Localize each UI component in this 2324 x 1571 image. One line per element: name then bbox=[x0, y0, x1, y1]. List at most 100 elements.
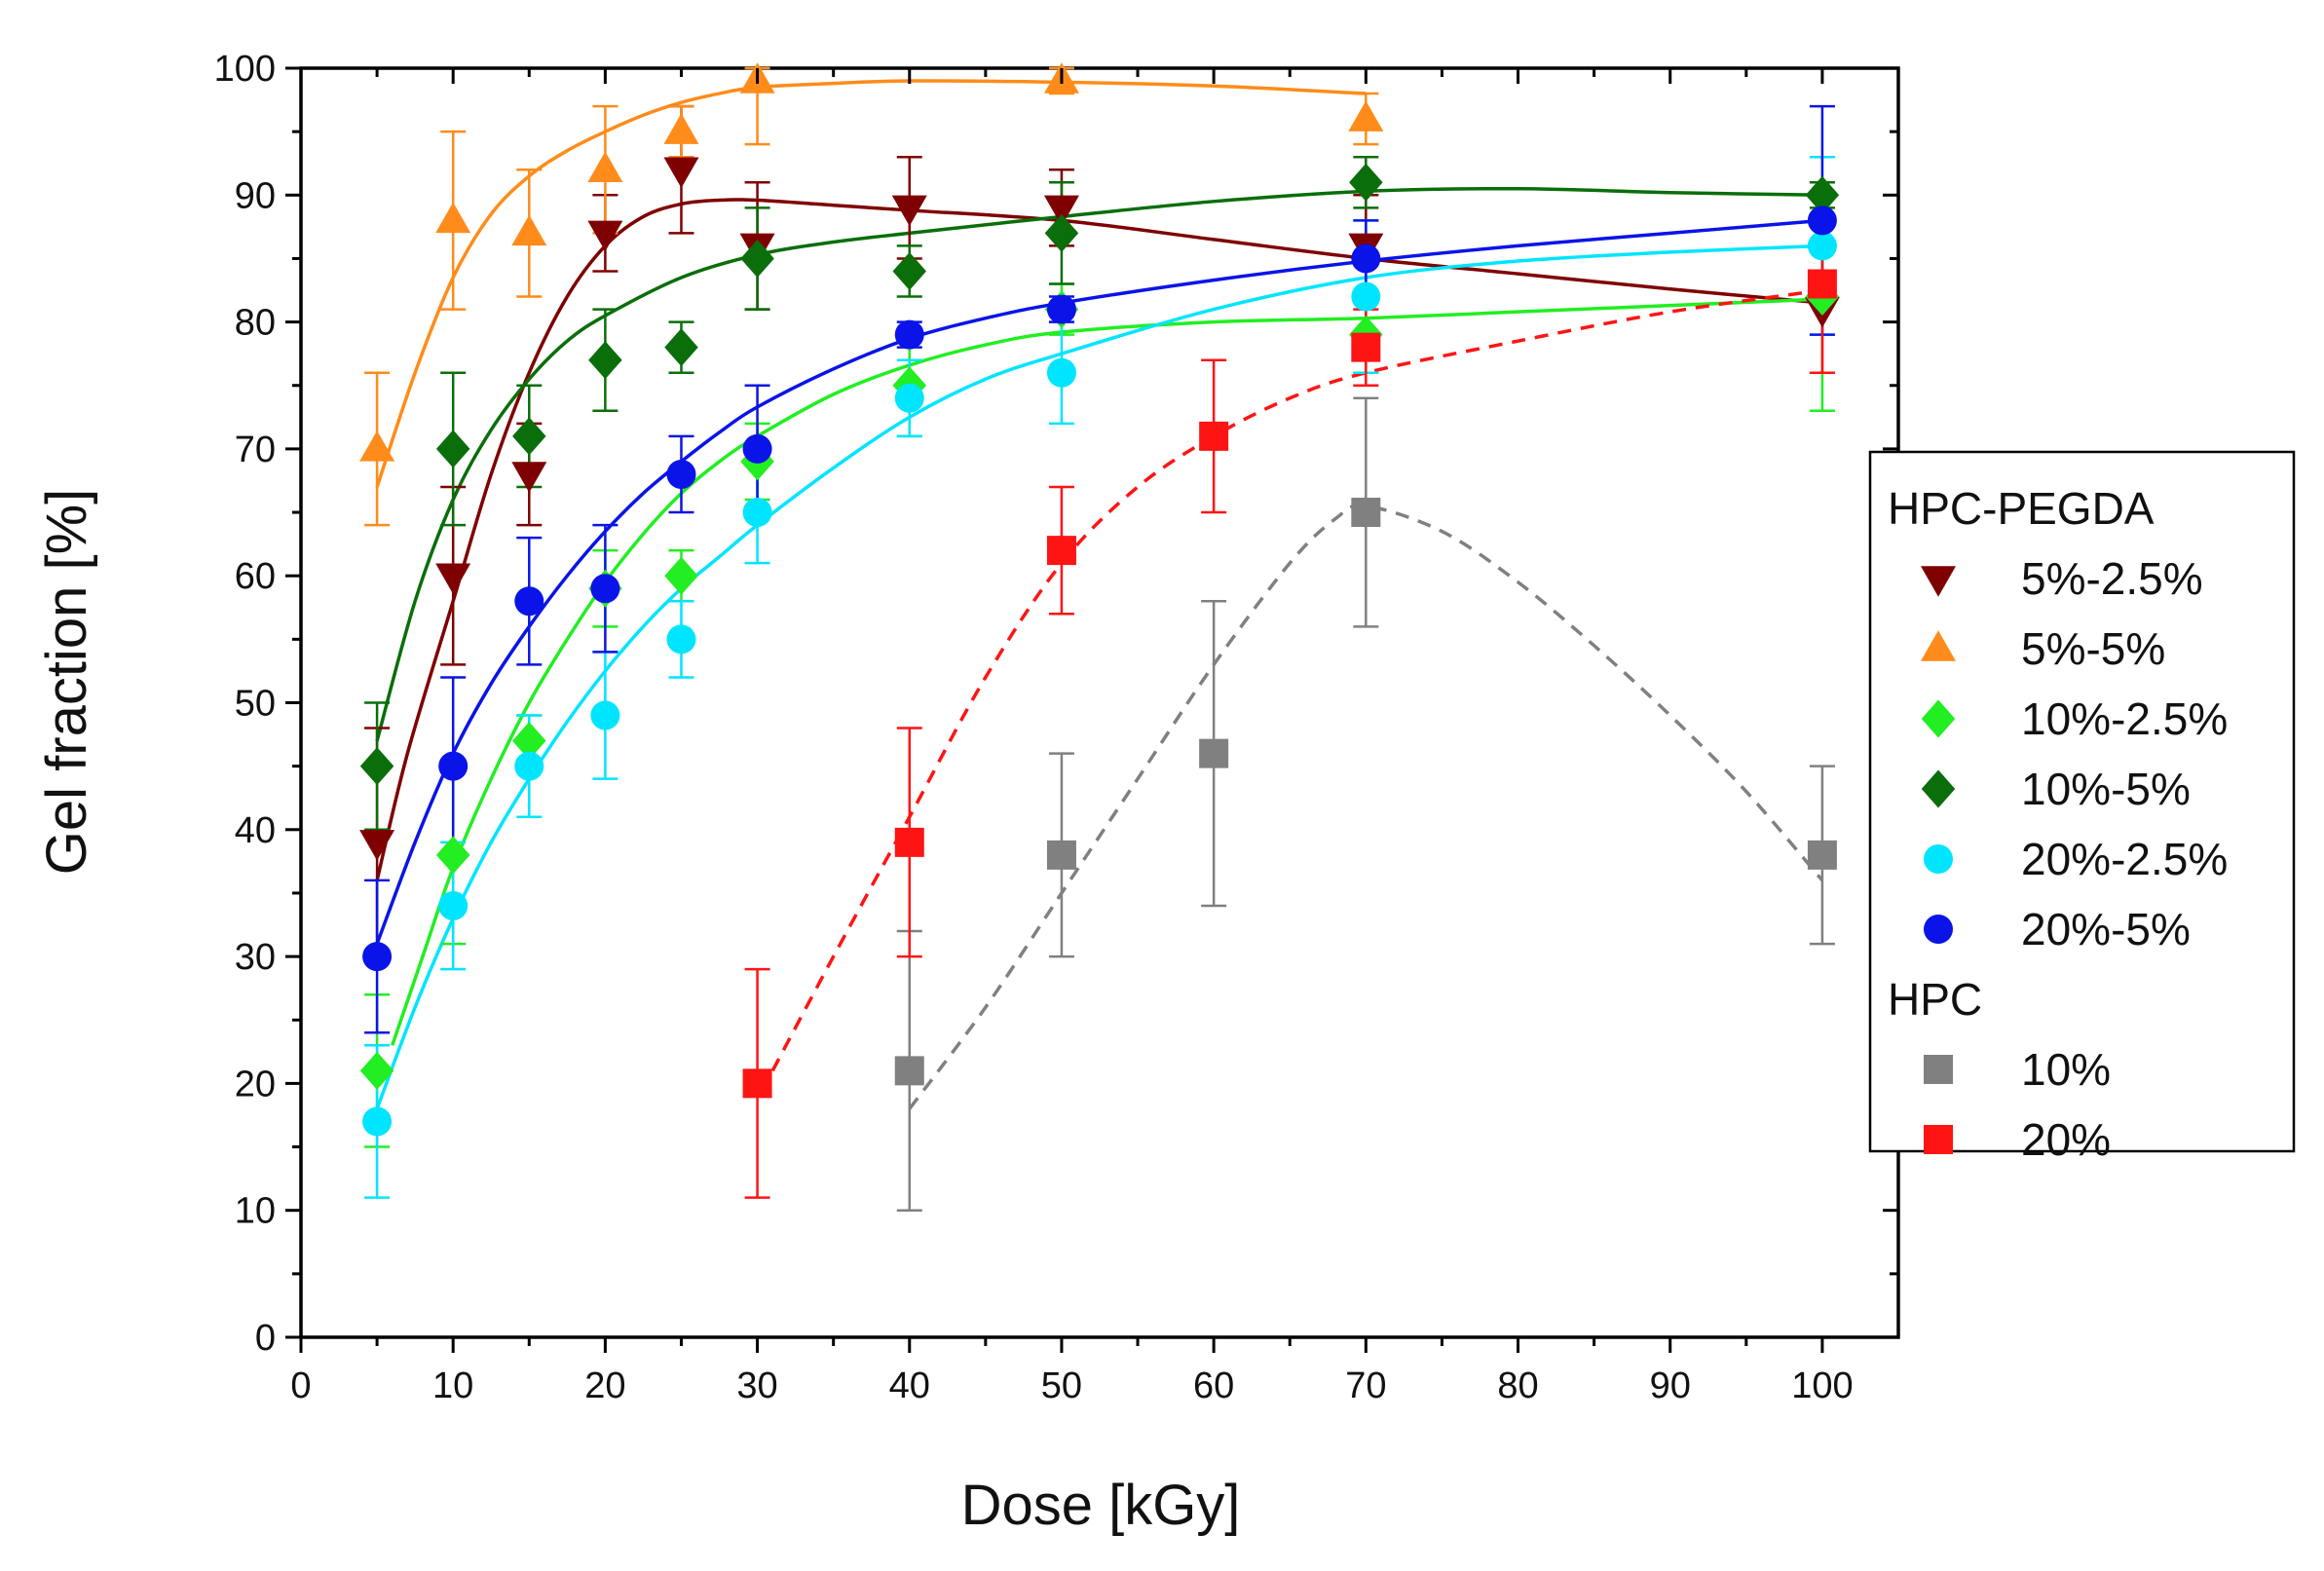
data-point-hpc-pegda-20-25 bbox=[666, 624, 696, 655]
data-point-hpc-pegda-5-25 bbox=[891, 195, 927, 227]
data-point-hpc-pegda-10-5 bbox=[1044, 213, 1079, 252]
legend-marker bbox=[1924, 1055, 1953, 1084]
data-point-hpc-pegda-10-5 bbox=[664, 328, 698, 367]
data-point-hpc-pegda-20-5 bbox=[666, 459, 696, 489]
data-point-hpc-pegda-10-5 bbox=[1349, 163, 1383, 202]
data-point-hpc-pegda-20-25 bbox=[1351, 281, 1381, 312]
y-tick-label: 100 bbox=[214, 49, 276, 90]
data-point-hpc-20 bbox=[742, 1068, 772, 1099]
error-bars bbox=[364, 66, 1835, 1212]
data-point-hpc-pegda-5-5 bbox=[359, 430, 395, 462]
y-tick-label: 90 bbox=[235, 175, 276, 216]
data-point-hpc-pegda-5-25 bbox=[511, 462, 547, 493]
legend-label: 20%-5% bbox=[2021, 904, 2191, 954]
fit-line-hpc-pegda-10-25 bbox=[391, 297, 1822, 1046]
y-tick-label: 50 bbox=[235, 684, 276, 725]
data-point-hpc-pegda-5-5 bbox=[435, 202, 471, 234]
data-point-hpc-10 bbox=[1046, 840, 1076, 870]
y-tick-label: 80 bbox=[235, 303, 276, 344]
legend-marker bbox=[1921, 566, 1956, 597]
data-point-hpc-pegda-20-5 bbox=[590, 574, 620, 604]
x-tick-label: 10 bbox=[432, 1365, 473, 1406]
data-point-hpc-pegda-5-5 bbox=[1348, 100, 1384, 131]
x-tick-label: 60 bbox=[1193, 1365, 1234, 1406]
legend-marker bbox=[1921, 699, 1956, 738]
data-point-hpc-20 bbox=[1046, 536, 1076, 566]
x-tick-label: 30 bbox=[736, 1365, 777, 1406]
data-point-hpc-10 bbox=[1807, 840, 1837, 870]
y-tick-label: 40 bbox=[235, 810, 276, 851]
y-tick-label: 60 bbox=[235, 556, 276, 597]
data-point-hpc-pegda-20-25 bbox=[362, 1106, 393, 1137]
plot-frame bbox=[299, 66, 1900, 1339]
legend-label: 10%-5% bbox=[2021, 764, 2191, 814]
data-point-hpc-pegda-5-5 bbox=[511, 214, 547, 246]
data-point-hpc-pegda-5-25 bbox=[435, 563, 471, 594]
legend-marker bbox=[1921, 769, 1956, 808]
data-point-hpc-10 bbox=[1351, 498, 1381, 528]
data-point-hpc-pegda-20-5 bbox=[438, 751, 469, 781]
legend-label: 5%-2.5% bbox=[2021, 553, 2203, 604]
x-tick-label: 50 bbox=[1041, 1365, 1082, 1406]
fit-line-hpc-pegda-10-5 bbox=[375, 186, 1822, 742]
data-point-hpc-pegda-20-5 bbox=[514, 586, 544, 617]
fit-line-hpc-pegda-20-5 bbox=[375, 218, 1823, 945]
data-point-hpc-pegda-10-5 bbox=[359, 747, 394, 786]
data-point-hpc-pegda-20-25 bbox=[1046, 357, 1076, 388]
data-point-hpc-pegda-20-5 bbox=[894, 319, 924, 350]
plot-border bbox=[299, 66, 1900, 1339]
data-point-hpc-pegda-20-25 bbox=[590, 700, 620, 730]
legend-label: 20% bbox=[2021, 1114, 2111, 1165]
data-point-hpc-pegda-10-25 bbox=[435, 836, 470, 875]
data-point-hpc-pegda-10-25 bbox=[359, 1051, 394, 1090]
legend-marker bbox=[1921, 630, 1956, 661]
data-point-hpc-pegda-20-25 bbox=[438, 890, 469, 920]
data-point-hpc-pegda-10-5 bbox=[740, 239, 774, 278]
data-point-hpc-pegda-20-25 bbox=[894, 383, 924, 413]
data-point-hpc-20 bbox=[1807, 269, 1837, 299]
data-point-hpc-pegda-20-5 bbox=[1046, 294, 1076, 324]
y-axis-title: Gel fraction [%] bbox=[35, 489, 98, 875]
data-point-hpc-pegda-10-5 bbox=[588, 341, 622, 380]
data-point-hpc-pegda-20-5 bbox=[742, 433, 772, 464]
x-tick-label: 100 bbox=[1791, 1365, 1853, 1406]
legend-group-header: HPC-PEGDA bbox=[1888, 483, 2155, 534]
data-point-hpc-pegda-5-25 bbox=[1043, 195, 1079, 227]
data-point-hpc-20 bbox=[1351, 332, 1381, 362]
x-tick-label: 90 bbox=[1650, 1365, 1691, 1406]
data-point-hpc-pegda-10-5 bbox=[1805, 175, 1840, 214]
legend-label: 10%-2.5% bbox=[2021, 693, 2228, 744]
data-point-hpc-pegda-5-5 bbox=[663, 113, 699, 144]
data-markers bbox=[359, 62, 1840, 1137]
y-tick-label: 10 bbox=[235, 1191, 276, 1232]
legend-marker bbox=[1924, 915, 1953, 944]
data-point-hpc-pegda-10-5 bbox=[512, 417, 546, 456]
y-tick-label: 20 bbox=[235, 1064, 276, 1104]
x-tick-label: 70 bbox=[1345, 1365, 1386, 1406]
x-tick-label: 0 bbox=[290, 1365, 311, 1406]
fit-line-hpc-pegda-5-25 bbox=[375, 198, 1823, 881]
x-axis-title: Dose [kGy] bbox=[961, 1474, 1241, 1537]
data-point-hpc-pegda-10-5 bbox=[892, 251, 927, 290]
data-point-hpc-10 bbox=[1199, 738, 1229, 768]
x-tick-label: 80 bbox=[1497, 1365, 1538, 1406]
data-point-hpc-pegda-20-5 bbox=[1807, 206, 1837, 236]
x-tick-label: 20 bbox=[584, 1365, 625, 1406]
fit-line-hpc-pegda-20-25 bbox=[375, 243, 1822, 1110]
data-point-hpc-pegda-20-5 bbox=[1351, 243, 1381, 274]
data-point-hpc-pegda-20-25 bbox=[514, 751, 544, 781]
legend-marker bbox=[1924, 1125, 1953, 1154]
legend-group-header: HPC bbox=[1888, 974, 1982, 1025]
data-point-hpc-pegda-5-5 bbox=[587, 151, 623, 182]
y-tick-label: 70 bbox=[235, 430, 276, 470]
data-point-hpc-pegda-10-25 bbox=[512, 722, 546, 761]
y-tick-label: 0 bbox=[255, 1318, 276, 1359]
data-point-hpc-pegda-5-25 bbox=[663, 157, 699, 188]
data-point-hpc-20 bbox=[894, 827, 924, 857]
legend-label: 20%-2.5% bbox=[2021, 834, 2228, 884]
fit-line-hpc-20 bbox=[770, 288, 1823, 1072]
x-tick-label: 40 bbox=[889, 1365, 930, 1406]
legend: HPC-PEGDA 5%-2.5% 5%-5% 10%-2.5% 10%-5% 20%-2… bbox=[1868, 450, 2296, 1165]
data-point-hpc-pegda-20-5 bbox=[362, 942, 393, 972]
